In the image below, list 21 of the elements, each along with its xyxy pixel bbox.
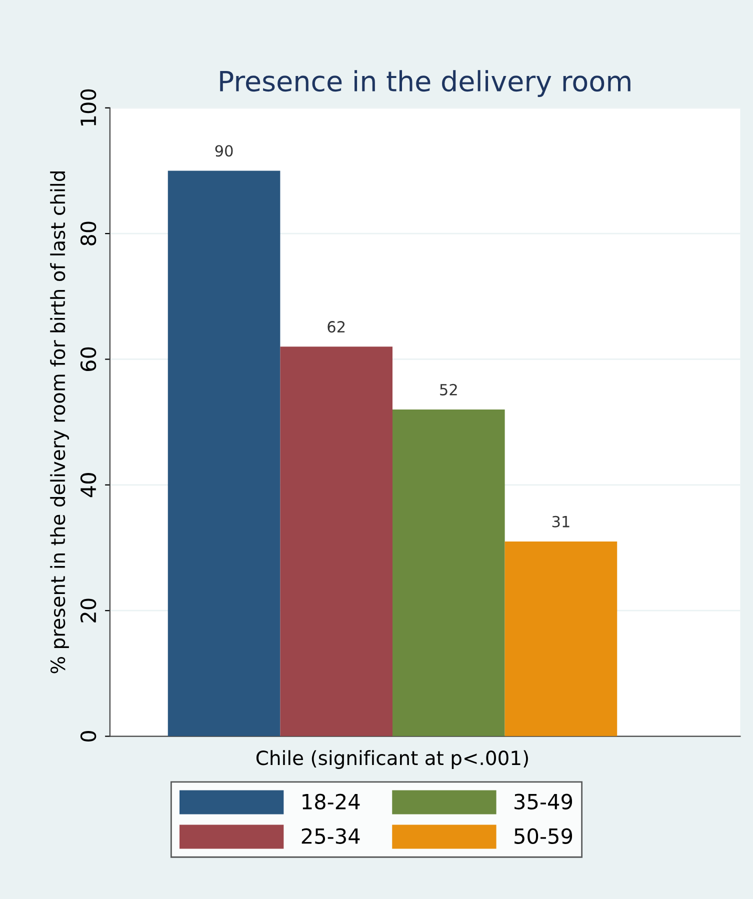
y-tick-label: 0	[80, 731, 96, 742]
bar	[168, 170, 280, 736]
data-label: 90	[215, 145, 233, 157]
bar	[280, 346, 392, 736]
chart-title: Presence in the delivery room	[220, 70, 630, 97]
data-label: 31	[552, 516, 570, 528]
x-tick-label: Chile (significant at p<.001)	[256, 750, 528, 769]
bar	[504, 541, 618, 736]
y-tick-label: 40	[80, 473, 96, 498]
y-tick-label: 60	[80, 347, 96, 372]
legend-label: 50-59	[514, 828, 572, 844]
bar	[392, 410, 505, 736]
data-label: 62	[328, 321, 345, 333]
y-tick-label: 100	[80, 89, 96, 126]
y-axis-title: % present in the delivery room for birth of last child	[50, 172, 69, 674]
data-label: 52	[440, 384, 457, 396]
y-tick-label: 80	[80, 222, 96, 246]
legend-label: 25-34	[302, 828, 360, 844]
legend-label: 18-24	[302, 794, 360, 810]
legend-label: 35-49	[514, 794, 572, 810]
y-tick-label: 20	[80, 598, 96, 622]
